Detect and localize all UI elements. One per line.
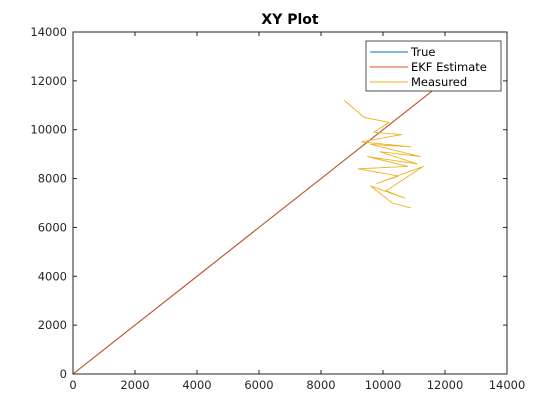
series-line-ekf-estimate — [72, 89, 435, 375]
x-tick-label: 14000 — [489, 378, 526, 392]
y-tick-label: 6000 — [38, 220, 67, 234]
y-tick-label: 2000 — [38, 318, 67, 332]
y-tick-label: 10000 — [30, 123, 67, 137]
y-tick-label: 0 — [60, 367, 67, 381]
x-tick-label: 4000 — [182, 378, 211, 392]
y-tick-label: 8000 — [38, 172, 67, 186]
legend-label: EKF Estimate — [411, 60, 487, 74]
axes-layer: 0 2000 4000 6000 8000 10000 12000 14000 0 2000 400… — [30, 25, 525, 392]
series-line-measured — [344, 100, 424, 209]
x-tick-label: 6000 — [244, 378, 273, 392]
x-tick-label: 8000 — [306, 378, 335, 392]
x-tick-label: 10000 — [365, 378, 402, 392]
axes-box — [72, 31, 508, 375]
x-tick-label: 2000 — [120, 378, 149, 392]
series-layer — [72, 89, 435, 375]
x-tick-label: 12000 — [427, 378, 464, 392]
legend-label: True — [410, 45, 435, 59]
legend-label: Measured — [411, 75, 467, 89]
legend-box — [365, 40, 502, 92]
x-tick-label: 0 — [69, 378, 76, 392]
y-tick-label: 4000 — [38, 269, 67, 283]
y-tick-label: 14000 — [30, 25, 67, 39]
chart-title: XY Plot — [261, 12, 318, 28]
y-tick-label: 12000 — [30, 74, 67, 88]
